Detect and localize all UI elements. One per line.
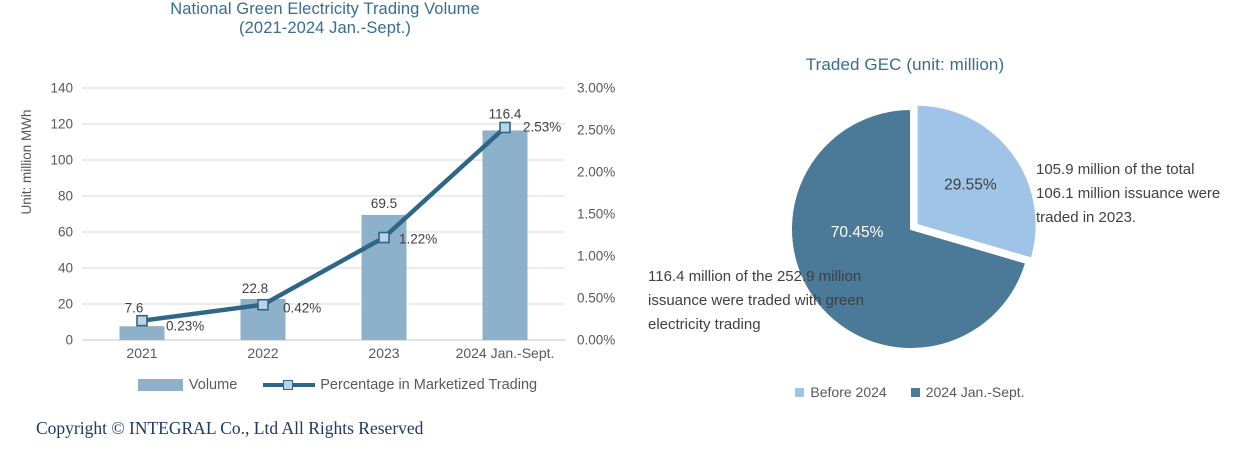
left-y-tick-label: 40 <box>58 261 73 276</box>
left-y-tick-label: 0 <box>65 333 73 348</box>
percentage-legend-swatch <box>263 379 316 391</box>
before-2024-legend-label: Before 2024 <box>810 384 887 400</box>
pie-annotation-left: 116.4 million of the 252.9 million issua… <box>648 268 864 333</box>
volume-bar <box>119 326 165 340</box>
left-y-tick-label: 60 <box>58 225 73 240</box>
right-y-tick-label: 0.50% <box>577 291 615 306</box>
combo-chart: 0 20 40 60 80 100 120 140 0.00% 0.50% 1.00% 1.50% 2.… <box>50 81 615 362</box>
right-y-tick-label: 0.00% <box>577 333 615 348</box>
percentage-legend-label: Percentage in Marketized Trading <box>320 377 538 393</box>
right-y-tick-label: 1.50% <box>577 207 615 222</box>
line-marker <box>499 121 511 134</box>
line-marker <box>136 314 148 327</box>
before-2024-legend-swatch <box>795 387 805 397</box>
right-y-tick-label: 1.00% <box>577 249 615 264</box>
combo-chart-legend: Volume Percentage in Marketized Trading <box>10 377 665 393</box>
volume-legend-label: Volume <box>188 377 238 393</box>
pie-chart-title: Traded GEC (unit: million) <box>805 55 1005 74</box>
x-tick-label: 2021 <box>126 345 157 361</box>
copyright-text: Copyright © INTEGRAL Co., Ltd All Rights… <box>36 418 424 438</box>
combo-chart-title-line2: (2021-2024 Jan.-Sept.) <box>239 19 411 37</box>
x-tick-label: 2023 <box>368 345 399 361</box>
bar-value-label: 22.8 <box>242 281 268 296</box>
pie-label-2024: 70.45% <box>831 224 884 241</box>
line-marker <box>378 231 390 244</box>
percentage-value-label: 1.22% <box>399 232 437 247</box>
left-y-tick-label: 20 <box>58 297 73 312</box>
line-marker <box>257 298 269 311</box>
percentage-value-label: 2.53% <box>523 119 561 134</box>
percentage-line <box>139 125 508 323</box>
percentage-value-label: 0.23% <box>166 319 204 334</box>
percentage-legend-marker-icon <box>283 380 294 390</box>
x-tick-label: 2022 <box>247 345 278 361</box>
left-axis-unit-label: Unit: million MWh <box>19 109 34 214</box>
2024-legend-label: 2024 Jan.-Sept. <box>925 384 1025 400</box>
pie-label-before-2024: 29.55% <box>944 177 997 194</box>
pie-legend: Before 2024 2024 Jan.-Sept. <box>660 384 1160 400</box>
combo-chart-title: National Green Electricity Trading Volum… <box>0 0 650 38</box>
bar-value-label: 69.5 <box>371 196 397 211</box>
left-y-tick-label: 80 <box>58 189 73 204</box>
right-y-tick-label: 2.50% <box>577 123 615 138</box>
left-y-tick-label: 100 <box>50 153 73 168</box>
x-tick-label: 2024 Jan.-Sept. <box>456 345 555 361</box>
left-y-tick-label: 140 <box>50 81 73 96</box>
2024-legend-swatch <box>910 387 920 397</box>
right-y-tick-label: 2.00% <box>577 165 615 180</box>
bar-value-label: 7.6 <box>125 300 144 315</box>
combo-chart-title-line1: National Green Electricity Trading Volum… <box>170 0 480 18</box>
volume-bar <box>482 130 528 340</box>
pie-annotation-right: 105.9 million of the total 106.1 million… <box>1036 161 1221 226</box>
volume-legend-swatch <box>137 379 183 391</box>
bar-value-label: 116.4 <box>489 106 522 121</box>
left-y-tick-label: 120 <box>50 117 73 132</box>
pie-slice-2024 <box>790 107 1028 350</box>
right-y-tick-label: 3.00% <box>577 81 615 96</box>
pie-chart: 29.55% 70.45% <box>790 103 1038 350</box>
label-leader-line <box>267 308 281 312</box>
percentage-value-label: 0.42% <box>283 301 321 316</box>
pie-slice-before-2024 <box>915 103 1038 260</box>
